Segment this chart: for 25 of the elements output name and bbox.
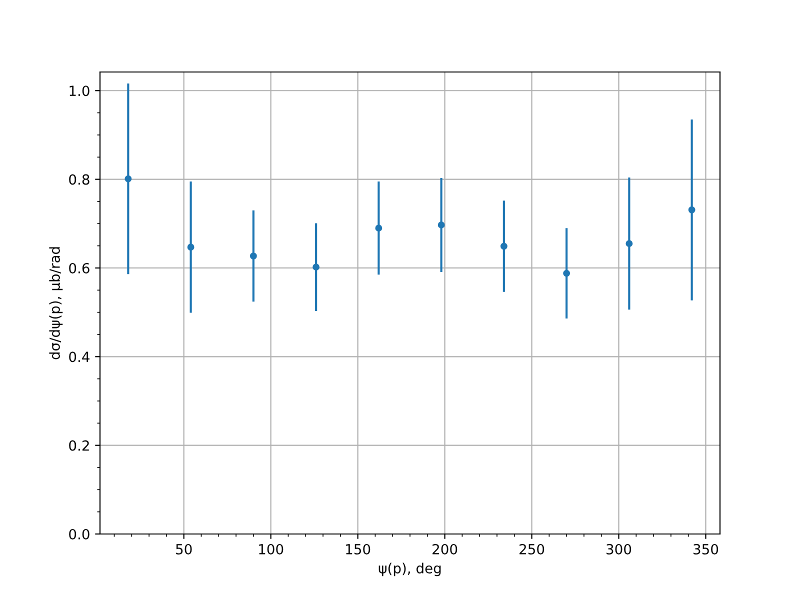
y-tick-label: 0.2 bbox=[69, 440, 89, 451]
x-tick-label: 200 bbox=[432, 544, 458, 554]
point bbox=[688, 206, 696, 214]
x-tick-label: 100 bbox=[259, 544, 284, 554]
point bbox=[250, 252, 257, 260]
y-tick-label: 0.0 bbox=[69, 528, 90, 540]
y-axis-title: dσ/dψ(p), µb/rad bbox=[49, 247, 63, 360]
x-tick-label: 150 bbox=[346, 544, 370, 554]
point bbox=[124, 175, 132, 182]
x-tick-label: 50 bbox=[176, 544, 192, 554]
y-tick-label: 0.6 bbox=[69, 262, 90, 274]
point bbox=[500, 242, 508, 250]
point bbox=[312, 264, 320, 271]
point bbox=[375, 224, 382, 232]
x-axis-title: ψ(p), deg bbox=[378, 562, 441, 576]
point bbox=[187, 244, 194, 251]
point bbox=[438, 221, 445, 228]
x-tick-label: 300 bbox=[606, 544, 632, 554]
point bbox=[626, 240, 633, 248]
y-tick-label: 0.4 bbox=[69, 352, 90, 362]
x-tick-label: 350 bbox=[694, 544, 718, 554]
y-tick-label: 0.8 bbox=[69, 174, 90, 185]
y-tick-label: 1.0 bbox=[70, 86, 90, 96]
x-tick-label: 250 bbox=[520, 544, 544, 554]
point bbox=[563, 270, 570, 277]
